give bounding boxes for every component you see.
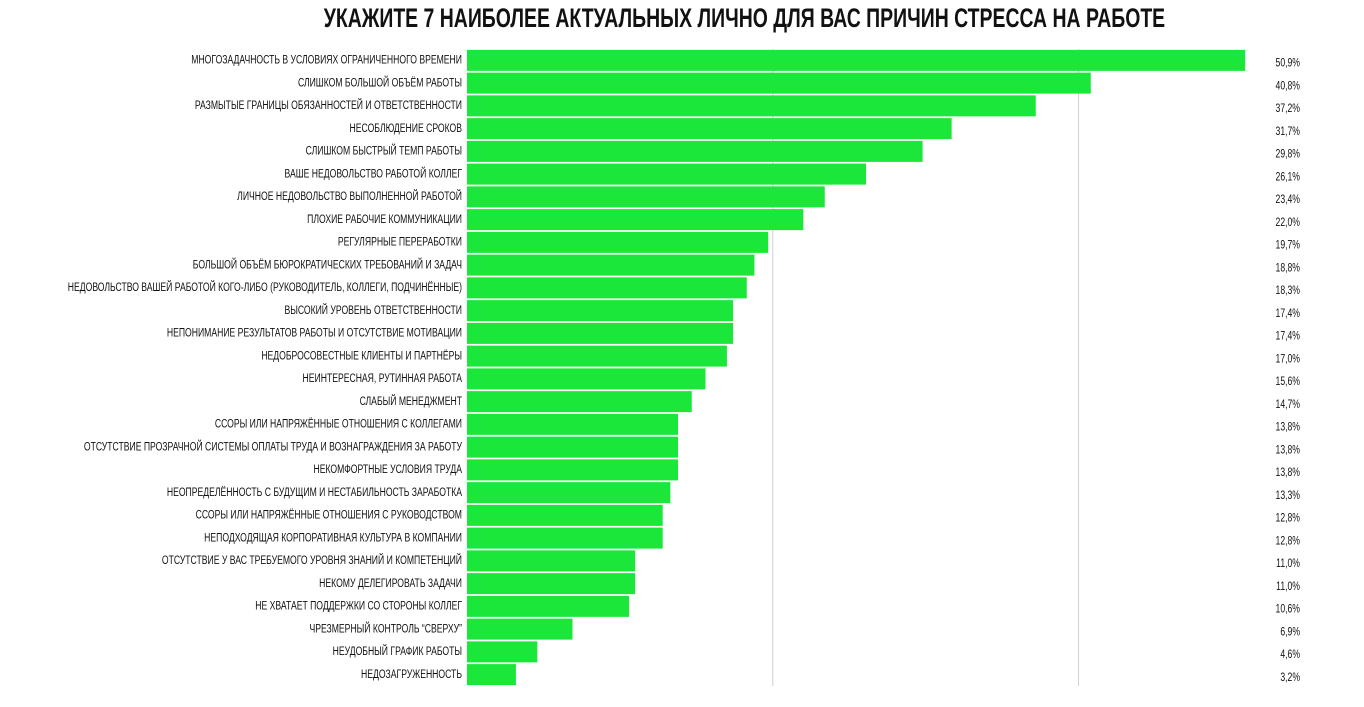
bar [467, 504, 663, 526]
bar [467, 254, 755, 276]
bar [467, 664, 516, 686]
bar [467, 595, 630, 617]
category-label: ЧРЕЗМЕРНЫЙ КОНТРОЛЬ “СВЕРХУ” [309, 621, 462, 636]
bar [467, 231, 769, 253]
value-label: 18,3% [1276, 285, 1300, 298]
value-label: 12,8% [1276, 535, 1300, 548]
category-label: ССОРЫ ИЛИ НАПРЯЖЁННЫЕ ОТНОШЕНИЯ С РУКОВО… [196, 508, 462, 522]
value-label: 17,4% [1276, 308, 1300, 321]
category-label: НЕДОБРОСОВЕСТНЫЕ КЛИЕНТЫ И ПАРТНЁРЫ [261, 349, 462, 363]
bar [467, 49, 1246, 71]
category-label: НЕКОМФОРТНЫЕ УСЛОВИЯ ТРУДА [313, 464, 462, 477]
category-label: НЕДОЗАГРУЖЕННОСТЬ [361, 669, 462, 682]
category-label: СЛИШКОМ БОЛЬШОЙ ОБЪЁМ РАБОТЫ [298, 75, 462, 90]
bar [467, 72, 1091, 94]
value-label: 31,7% [1276, 126, 1300, 139]
value-label: 19,7% [1276, 239, 1300, 252]
category-label: ССОРЫ ИЛИ НАПРЯЖЁННЫЕ ОТНОШЕНИЯ С КОЛЛЕГ… [215, 417, 462, 431]
bar [467, 163, 867, 185]
bar [467, 550, 636, 572]
bar [467, 277, 747, 299]
bar [467, 436, 678, 458]
category-label: ВАШЕ НЕДОВОЛЬСТВО РАБОТОЙ КОЛЛЕГ [285, 166, 463, 181]
category-label: НЕСОБЛЮДЕНИЕ СРОКОВ [350, 123, 462, 136]
value-label: 37,2% [1276, 103, 1300, 116]
value-label: 17,0% [1276, 353, 1300, 366]
value-label: 4,6% [1280, 649, 1300, 662]
bar [467, 345, 727, 367]
bar [467, 618, 573, 640]
value-label: 11,0% [1276, 581, 1300, 594]
category-label: НЕ ХВАТАЕТ ПОДДЕРЖКИ СО СТОРОНЫ КОЛЛЕГ [255, 600, 462, 613]
value-label: 23,4% [1276, 194, 1300, 207]
category-label: НЕИНТЕРЕСНАЯ, РУТИННАЯ РАБОТА [303, 373, 462, 386]
bar [467, 641, 538, 663]
value-label: 3,2% [1280, 672, 1300, 685]
value-label: 13,8% [1276, 421, 1300, 434]
category-label: ОТСУТСТВИЕ У ВАС ТРЕБУЕМОГО УРОВНЯ ЗНАНИ… [162, 553, 462, 568]
value-label: 13,3% [1276, 490, 1300, 503]
bar [467, 391, 692, 413]
bar [467, 322, 734, 344]
value-label: 26,1% [1276, 171, 1300, 184]
category-label: НЕКОМУ ДЕЛЕГИРОВАТЬ ЗАДАЧИ [319, 578, 462, 591]
value-label: 11,0% [1276, 558, 1300, 571]
category-label: НЕПОНИМАНИЕ РЕЗУЛЬТАТОВ РАБОТЫ И ОТСУТСТ… [167, 327, 462, 340]
category-label: НЕПОДХОДЯЩАЯ КОРПОРАТИВНАЯ КУЛЬТУРА В КО… [204, 532, 462, 545]
category-label: ВЫСОКИЙ УРОВЕНЬ ОТВЕТСТВЕННОСТИ [284, 302, 462, 317]
category-label: БОЛЬШОЙ ОБЪЁМ БЮРОКРАТИЧЕСКИХ ТРЕБОВАНИЙ… [193, 257, 462, 272]
category-label: НЕУДОБНЫЙ ГРАФИК РАБОТЫ [333, 644, 462, 659]
value-label: 50,9% [1276, 57, 1300, 70]
value-label: 12,8% [1276, 512, 1300, 525]
bar [467, 527, 663, 549]
category-label: СЛАБЫЙ МЕНЕДЖМЕНТ [360, 393, 463, 408]
bar [467, 140, 923, 162]
value-label: 40,8% [1276, 80, 1300, 93]
bar [467, 413, 678, 435]
value-label: 18,8% [1276, 262, 1300, 275]
bar [467, 186, 825, 208]
category-label: ЛИЧНОЕ НЕДОВОЛЬСТВО ВЫПОЛНЕННОЙ РАБОТОЙ [237, 189, 462, 204]
bar [467, 118, 952, 140]
value-label: 17,4% [1276, 330, 1300, 343]
value-label: 10,6% [1276, 603, 1300, 616]
bar [467, 482, 671, 504]
category-label: РЕГУЛЯРНЫЕ ПЕРЕРАБОТКИ [338, 236, 462, 249]
category-label: РАЗМЫТЫЕ ГРАНИЦЫ ОБЯЗАННОСТЕЙ И ОТВЕТСТВ… [195, 98, 462, 113]
category-label: ОТСУТСТВИЕ ПРОЗРАЧНОЙ СИСТЕМЫ ОПЛАТЫ ТРУ… [84, 439, 462, 454]
bar [467, 300, 734, 322]
value-label: 14,7% [1276, 399, 1300, 412]
value-label: 6,9% [1280, 626, 1300, 639]
value-label: 13,8% [1276, 467, 1300, 480]
category-label: СЛИШКОМ БЫСТРЫЙ ТЕМП РАБОТЫ [306, 143, 462, 158]
bar [467, 459, 678, 481]
value-label: 29,8% [1276, 148, 1300, 161]
value-label: 13,8% [1276, 444, 1300, 457]
chart-title: УКАЖИТЕ 7 НАИБОЛЕЕ АКТУАЛЬНЫХ ЛИЧНО ДЛЯ … [324, 3, 1165, 33]
category-label: НЕОПРЕДЕЛЁННОСТЬ С БУДУЩИМ И НЕСТАБИЛЬНО… [167, 485, 462, 499]
category-label: НЕДОВОЛЬСТВО ВАШЕЙ РАБОТОЙ КОГО-ЛИБО (РУ… [68, 280, 462, 295]
category-label: МНОГОЗАДАЧНОСТЬ В УСЛОВИЯХ ОГРАНИЧЕННОГО… [191, 54, 462, 67]
bar [467, 368, 706, 390]
bar [467, 95, 1036, 117]
bar [467, 209, 804, 231]
category-label: ПЛОХИЕ РАБОЧИЕ КОММУНИКАЦИИ [307, 214, 462, 227]
value-label: 22,0% [1276, 217, 1300, 230]
bar [467, 573, 636, 595]
value-label: 15,6% [1276, 376, 1300, 389]
